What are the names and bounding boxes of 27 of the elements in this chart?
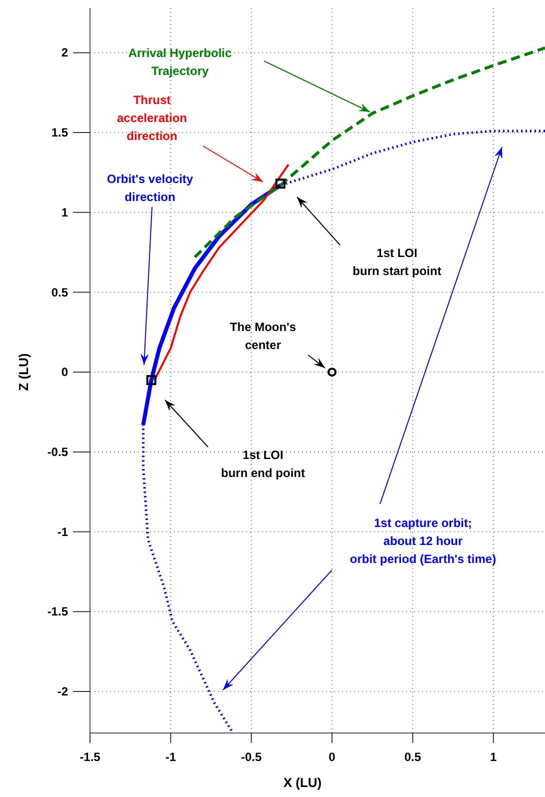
y-tick-label: -1.5 — [47, 604, 68, 619]
y-tick-label: 2 — [61, 46, 68, 60]
annotation: Thrust acceleration direction — [116, 93, 188, 143]
x-axis-title: X (LU) — [283, 775, 322, 790]
x-tick-label: -1 — [165, 750, 176, 764]
x-tick-label: -1.5 — [80, 750, 101, 764]
annotation: The Moon's center — [230, 320, 296, 352]
x-tick-label: 1 — [490, 750, 498, 764]
point — [328, 368, 337, 377]
y-tick-label: -0.5 — [47, 444, 68, 459]
x-tick-label: 0 — [328, 750, 336, 764]
point — [146, 375, 156, 386]
y-tick-label: 1.5 — [51, 126, 68, 140]
annotation: Orbit's velocity direction — [106, 172, 194, 204]
x-tick-label: -0.5 — [241, 750, 262, 764]
annotation: 1st LOI burn end point — [221, 448, 305, 480]
y-tick-label: 1 — [61, 205, 68, 220]
y-tick-label: 0.5 — [51, 285, 68, 300]
y-tick-label: -2 — [57, 684, 68, 698]
x-tick-label: 0.5 — [404, 750, 422, 764]
y-axis-title: Z (LU) — [16, 353, 31, 391]
annotation: 1st LOI burn start point — [352, 246, 442, 278]
y-tick-label: 0 — [61, 365, 68, 380]
annotation: 1st capture orbit; about 12 hour orbit period (Earth's time) — [350, 516, 496, 566]
annotation: Arrival Hyperbolic Trajectory — [128, 46, 232, 78]
y-tick-label: -1 — [57, 524, 68, 539]
point — [275, 178, 286, 189]
